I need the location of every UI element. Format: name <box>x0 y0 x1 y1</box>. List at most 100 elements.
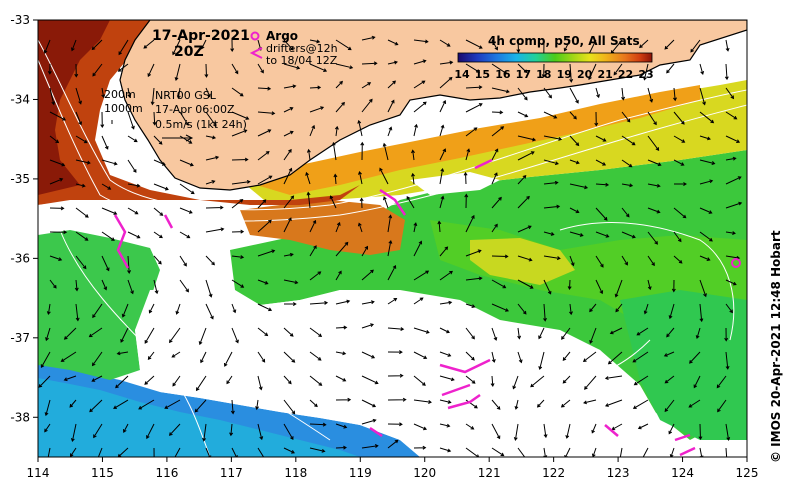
y-tick-label: -36 <box>10 251 30 265</box>
current-arrow <box>174 447 181 457</box>
current-arrow <box>335 39 352 51</box>
current-arrow <box>463 171 468 185</box>
current-arrow <box>642 447 649 457</box>
current-arrow <box>49 135 60 144</box>
current-arrow <box>465 303 476 308</box>
current-arrow <box>361 245 368 257</box>
current-arrow <box>335 325 348 330</box>
current-arrow <box>695 327 701 340</box>
current-arrow <box>595 279 604 295</box>
current-arrow <box>689 351 701 364</box>
current-arrow <box>309 63 328 72</box>
current-arrow <box>205 155 220 161</box>
current-arrow <box>663 351 675 357</box>
current-arrow <box>231 157 249 162</box>
colorbar-title: 4h comp, p50, All Sats <box>488 34 640 48</box>
product-label: NRT00 GSL <box>155 89 217 102</box>
current-arrow <box>668 423 675 435</box>
current-arrow <box>361 35 376 41</box>
current-arrow <box>595 255 604 268</box>
current-arrow <box>561 327 571 340</box>
current-arrow <box>335 241 349 257</box>
current-arrow <box>283 351 296 363</box>
current-arrow <box>75 183 86 188</box>
colorbar-tick-label: 16 <box>495 68 511 81</box>
colorbar-tick-label: 18 <box>536 68 551 81</box>
current-arrow <box>194 399 207 413</box>
current-arrow <box>595 207 608 221</box>
current-arrow <box>491 254 509 259</box>
current-arrow <box>569 303 573 316</box>
current-arrow <box>717 399 727 413</box>
current-arrow <box>257 303 273 312</box>
current-arrow <box>563 39 571 52</box>
current-arrow <box>609 327 623 335</box>
current-arrow <box>465 127 478 137</box>
current-arrow <box>589 327 597 344</box>
drifter-legend-icon <box>249 47 263 59</box>
current-arrow <box>127 159 137 173</box>
current-arrow <box>413 423 428 431</box>
colorbar-tick-label: 20 <box>577 68 593 81</box>
current-arrow <box>536 399 545 408</box>
current-arrow <box>413 327 430 334</box>
current-arrow <box>49 111 67 121</box>
current-arrow <box>179 135 193 144</box>
current-arrow <box>543 231 555 236</box>
scale-arrow <box>162 134 194 142</box>
map-frame <box>37 19 748 458</box>
current-arrow <box>569 63 574 83</box>
current-arrow <box>284 302 297 307</box>
colorbar-tick-label: 17 <box>516 68 531 81</box>
current-arrow <box>621 135 636 146</box>
current-arrow <box>490 375 495 387</box>
current-arrow <box>621 111 631 123</box>
current-arrow <box>309 375 323 386</box>
current-arrow <box>647 231 659 245</box>
current-arrow <box>668 303 675 320</box>
current-arrow <box>517 175 527 185</box>
current-arrow <box>699 135 711 141</box>
sst-hottest-region <box>38 20 110 195</box>
current-arrow <box>257 447 265 457</box>
current-arrow <box>361 61 378 66</box>
current-arrow <box>465 375 476 384</box>
current-arrow <box>406 195 415 209</box>
current-arrow <box>584 375 597 390</box>
current-arrow <box>538 327 545 340</box>
current-arrow <box>200 351 207 364</box>
current-arrow <box>116 351 129 356</box>
current-arrow <box>127 279 134 295</box>
current-arrow <box>230 399 235 415</box>
current-arrow <box>595 87 600 99</box>
current-arrow <box>179 183 195 195</box>
current-arrow <box>205 205 224 210</box>
current-arrow <box>231 129 248 137</box>
current-arrow <box>517 447 526 457</box>
current-arrow <box>49 206 65 211</box>
current-arrow <box>172 39 181 56</box>
current-arrow <box>63 327 77 340</box>
current-arrow <box>47 447 51 457</box>
current-arrow <box>569 159 580 165</box>
current-arrow <box>357 119 363 137</box>
current-arrow <box>439 270 453 281</box>
current-arrow <box>439 375 455 382</box>
current-arrow <box>100 111 105 129</box>
current-arrow <box>673 159 685 166</box>
current-arrow <box>283 107 294 113</box>
current-arrow <box>127 231 141 239</box>
current-arrow <box>647 207 661 214</box>
current-arrow <box>439 246 449 257</box>
current-arrow <box>716 375 727 389</box>
current-arrow <box>387 397 407 402</box>
contour-200-label: 200m <box>104 88 136 101</box>
current-arrow <box>517 63 528 74</box>
current-arrow <box>543 87 552 99</box>
current-arrow <box>335 445 347 450</box>
current-arrow <box>38 375 51 388</box>
current-arrow <box>335 423 348 429</box>
y-axis: -33 -34 -35 -36 -37 -38 <box>10 13 38 424</box>
current-arrow <box>673 87 677 102</box>
current-arrow <box>60 351 77 362</box>
